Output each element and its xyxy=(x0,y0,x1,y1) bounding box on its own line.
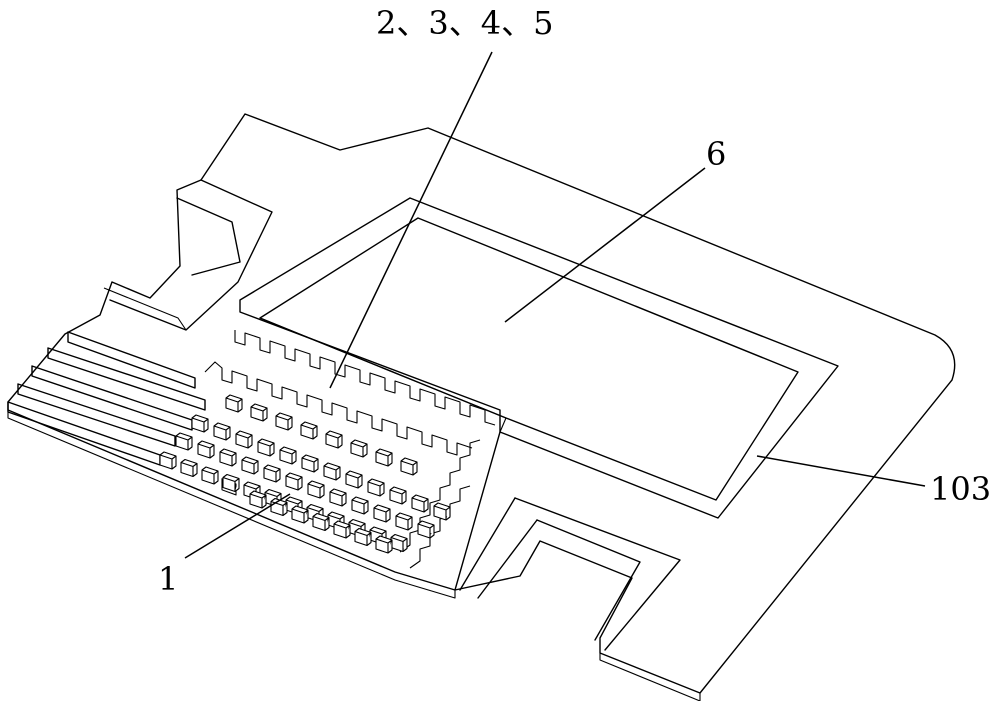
lead-strips xyxy=(7,331,206,466)
leader-103 xyxy=(756,455,926,487)
pad-square xyxy=(222,473,240,493)
pad-square xyxy=(329,488,347,507)
pad-square xyxy=(300,421,318,440)
pad-square xyxy=(250,403,268,422)
pad-square xyxy=(395,512,413,531)
pad-square xyxy=(225,394,243,413)
pad-square xyxy=(333,520,351,539)
pad-square xyxy=(249,490,267,509)
pad-square xyxy=(191,414,209,433)
leader-6 xyxy=(504,167,706,323)
substrate-plate xyxy=(7,113,956,702)
callout-2345: 2、3、4、5 xyxy=(376,4,553,42)
pad-square xyxy=(180,458,198,478)
pad-square xyxy=(159,451,177,470)
pad-square xyxy=(351,496,369,515)
pad-square xyxy=(301,454,319,473)
pad-square xyxy=(235,430,253,449)
leader-1 xyxy=(184,493,291,559)
pad-square xyxy=(241,456,259,475)
pad-square xyxy=(279,446,297,465)
comb-traces xyxy=(204,330,496,569)
top-left-notch xyxy=(103,179,273,331)
pad-square xyxy=(312,512,330,532)
window-area-6 xyxy=(259,317,507,433)
window-frame-103 xyxy=(239,197,839,519)
pad-square xyxy=(219,448,237,467)
bottom-right-notch xyxy=(454,431,681,651)
pad-square xyxy=(375,535,393,554)
pad-square xyxy=(323,462,341,481)
pad-square xyxy=(375,448,393,467)
pad-square xyxy=(354,527,372,547)
pad-square xyxy=(197,440,215,459)
pad-square xyxy=(373,504,391,523)
pad-square xyxy=(417,520,435,539)
pad-square xyxy=(350,439,368,458)
pad-square xyxy=(389,486,407,505)
callout-103: 103 xyxy=(930,470,991,508)
pad-square xyxy=(275,412,293,431)
pad-square xyxy=(390,533,408,553)
pad-square xyxy=(411,494,429,513)
leader-2345 xyxy=(329,51,493,389)
leader-lines xyxy=(184,51,926,559)
pad-square xyxy=(291,505,309,524)
pad-square xyxy=(307,480,325,499)
pad-square xyxy=(257,438,275,457)
pad-square xyxy=(213,422,231,441)
pad-square xyxy=(400,457,418,476)
callout-6: 6 xyxy=(706,135,726,173)
callout-1: 1 xyxy=(158,560,178,598)
pad-square xyxy=(285,472,303,491)
pad-square xyxy=(263,464,281,483)
pad-square xyxy=(175,432,193,451)
pad-square xyxy=(201,466,219,485)
pad-rows xyxy=(159,394,451,554)
pad-square xyxy=(367,478,385,497)
pad-square xyxy=(433,502,451,521)
pad-square xyxy=(345,470,363,489)
pad-square xyxy=(325,430,343,449)
